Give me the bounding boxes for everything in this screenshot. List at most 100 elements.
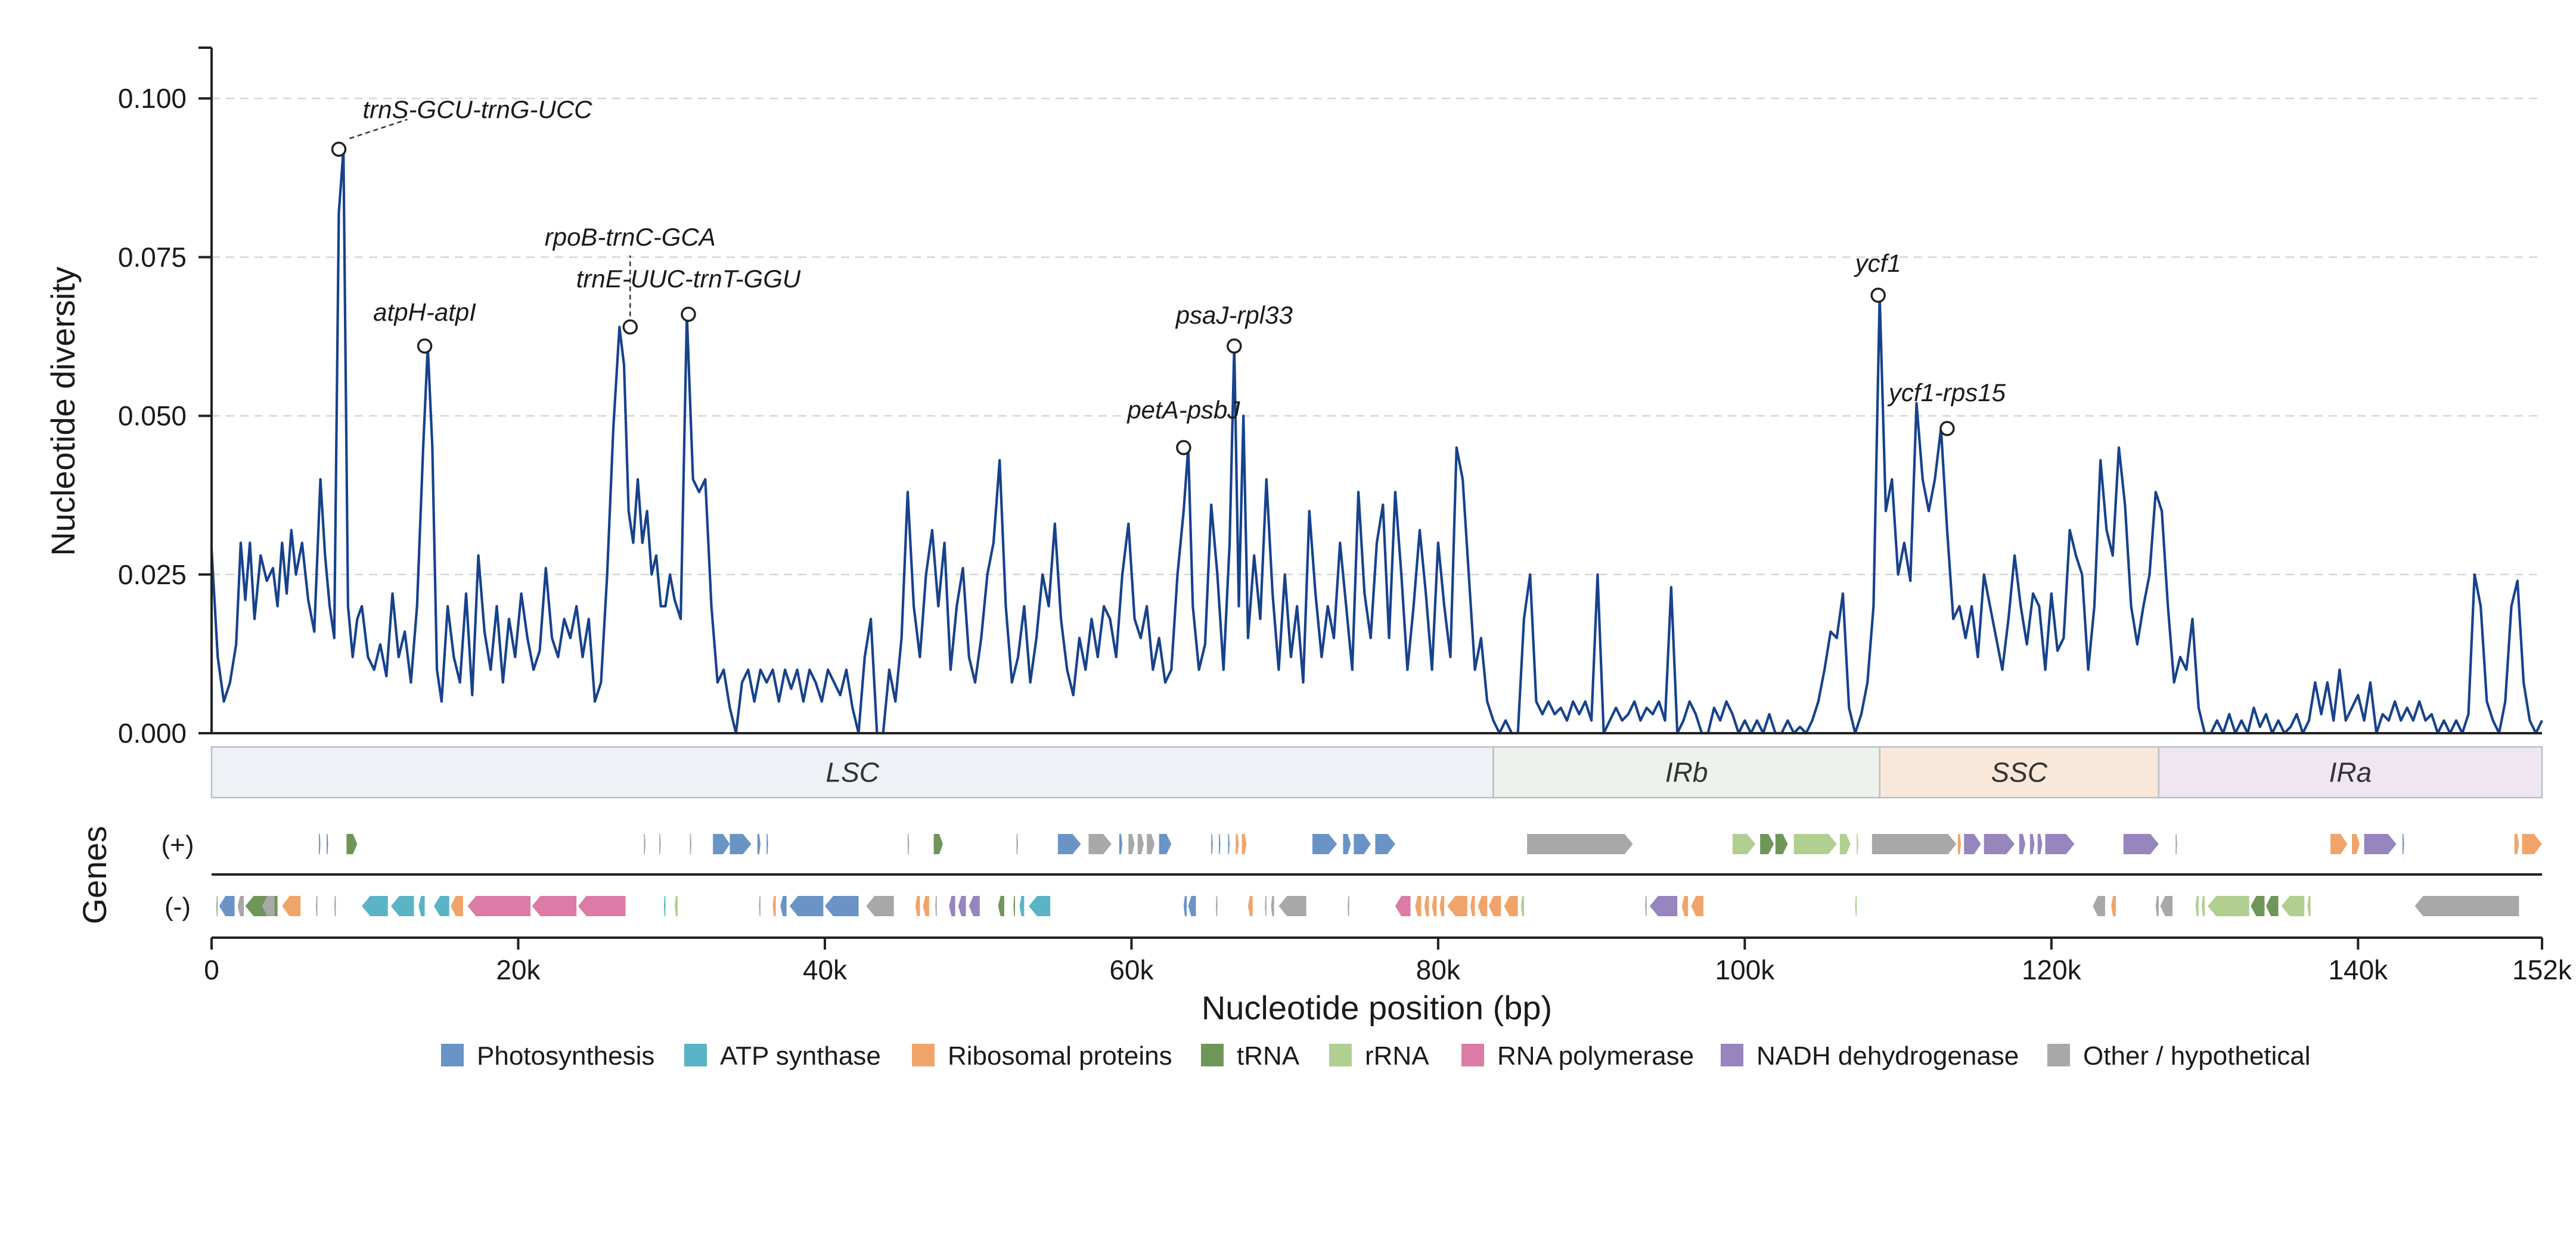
gene-feature [1088, 834, 1112, 854]
gene-feature [1215, 896, 1218, 916]
gene-feature [433, 896, 449, 916]
gene-feature [1265, 896, 1267, 916]
gene-track-title: Genes [76, 826, 113, 925]
gene-feature [1013, 896, 1015, 916]
annotation-label: trnE-UUC-trnT-GGU [576, 265, 801, 293]
gene-feature [1057, 834, 1081, 854]
strand-label: (-) [165, 892, 191, 922]
gene-feature [713, 834, 730, 854]
gene-feature [1348, 896, 1349, 916]
y-tick-label: 0.100 [118, 83, 187, 114]
annotation-marker [417, 338, 433, 354]
gene-feature [772, 896, 776, 916]
gene-feature [2522, 834, 2542, 854]
gene-feature [1159, 834, 1172, 854]
gene-feature [789, 896, 824, 916]
gene-feature [418, 896, 425, 916]
legend-label: Other / hypothetical [2083, 1041, 2311, 1071]
legend-swatch [2047, 1044, 2070, 1066]
gene-feature [1016, 834, 1019, 854]
gene-feature [334, 896, 336, 916]
annotation-leader-line [349, 119, 408, 139]
x-tick-label: 0 [204, 954, 219, 985]
gene-feature [1211, 834, 1213, 854]
gene-feature [663, 896, 666, 916]
gene-feature [1019, 896, 1025, 916]
gene-feature [315, 896, 318, 916]
legend: Photosynthesis ATP synthase Ribosomal prot… [441, 1041, 2311, 1071]
gene-feature [1247, 896, 1253, 916]
gene-feature [674, 896, 678, 916]
gene-feature [2201, 896, 2205, 916]
x-tick-label: 40k [803, 954, 848, 985]
gene-track: Genes (+) (-) [76, 826, 2542, 925]
legend-label: rRNA [1365, 1041, 1429, 1071]
gene-feature [1957, 834, 1962, 854]
gene-feature [757, 834, 761, 854]
annotation-marker [681, 306, 696, 322]
gene-feature [1527, 834, 1633, 854]
gene-feature [1147, 834, 1155, 854]
gene-feature [1343, 834, 1351, 854]
gene-feature [2123, 834, 2159, 854]
region-label: SSC [1991, 757, 2048, 788]
gene-feature [690, 834, 692, 854]
peak-annotations: trnS-GCU-trnG-UCC atpH-atpI rpoB-trnC-GCA t… [331, 95, 2006, 455]
gene-feature [1488, 896, 1501, 916]
gene-feature [326, 834, 328, 854]
x-tick-label: 80k [1416, 954, 1461, 985]
gene-feature [1137, 834, 1144, 854]
gene-feature [216, 896, 218, 916]
gene-feature [644, 834, 645, 854]
gene-feature [2307, 896, 2311, 916]
gene-feature [907, 834, 910, 854]
gene-feature [1964, 834, 1981, 854]
legend-label: RNA polymerase [1497, 1041, 1694, 1071]
gene-feature [1395, 896, 1411, 916]
y-tick-label: 0.000 [118, 718, 187, 749]
gene-feature [1855, 896, 1857, 916]
gene-feature [282, 896, 301, 916]
gene-feature [1520, 896, 1524, 916]
region-block-irb [1492, 746, 1880, 799]
diversity-series-line [210, 148, 2543, 735]
gene-feature [2208, 896, 2249, 916]
legend-swatch [684, 1044, 707, 1066]
gene-feature [1645, 896, 1647, 916]
gene-feature [923, 896, 929, 916]
gene-feature [1424, 896, 1429, 916]
gene-feature [1732, 834, 1756, 854]
gene-feature [998, 896, 1004, 916]
gene-feature [1984, 834, 2015, 854]
x-tick-label: 140k [2328, 954, 2388, 985]
annotation-label: petA-psbJ [1126, 396, 1240, 424]
gene-feature [915, 896, 920, 916]
x-axis: 0 20k 40k 60k 80k 100k 120k 140k 152k Nucleotide … [204, 936, 2572, 1026]
region-label: IRb [1665, 757, 1708, 788]
gene-feature [1271, 896, 1274, 916]
legend-swatch [441, 1044, 464, 1066]
annotation-marker [1939, 421, 1955, 436]
gene-feature [2175, 834, 2177, 854]
gene-feature [933, 834, 944, 854]
annotation-marker [331, 141, 347, 157]
gene-feature [362, 896, 388, 916]
gene-feature [2251, 896, 2265, 916]
legend-label: ATP synthase [720, 1041, 881, 1071]
gene-feature [1872, 834, 1957, 854]
region-block-ssc [1879, 746, 2160, 799]
strand-label: (+) [162, 830, 194, 860]
x-tick-label: 100k [1715, 954, 1775, 985]
x-axis-title: Nucleotide position (bp) [1202, 989, 1552, 1026]
gene-feature [1447, 896, 1467, 916]
gene-feature [949, 896, 955, 916]
gene-feature [1649, 896, 1678, 916]
gene-feature [1439, 896, 1445, 916]
annotation-label: trnS-GCU-trnG-UCC [363, 95, 593, 123]
gene-feature [467, 896, 531, 916]
gene-feature [1242, 834, 1247, 854]
gene-feature [2019, 834, 2026, 854]
annotation-label: psaJ-rpl33 [1175, 301, 1293, 329]
gene-feature [1219, 834, 1221, 854]
